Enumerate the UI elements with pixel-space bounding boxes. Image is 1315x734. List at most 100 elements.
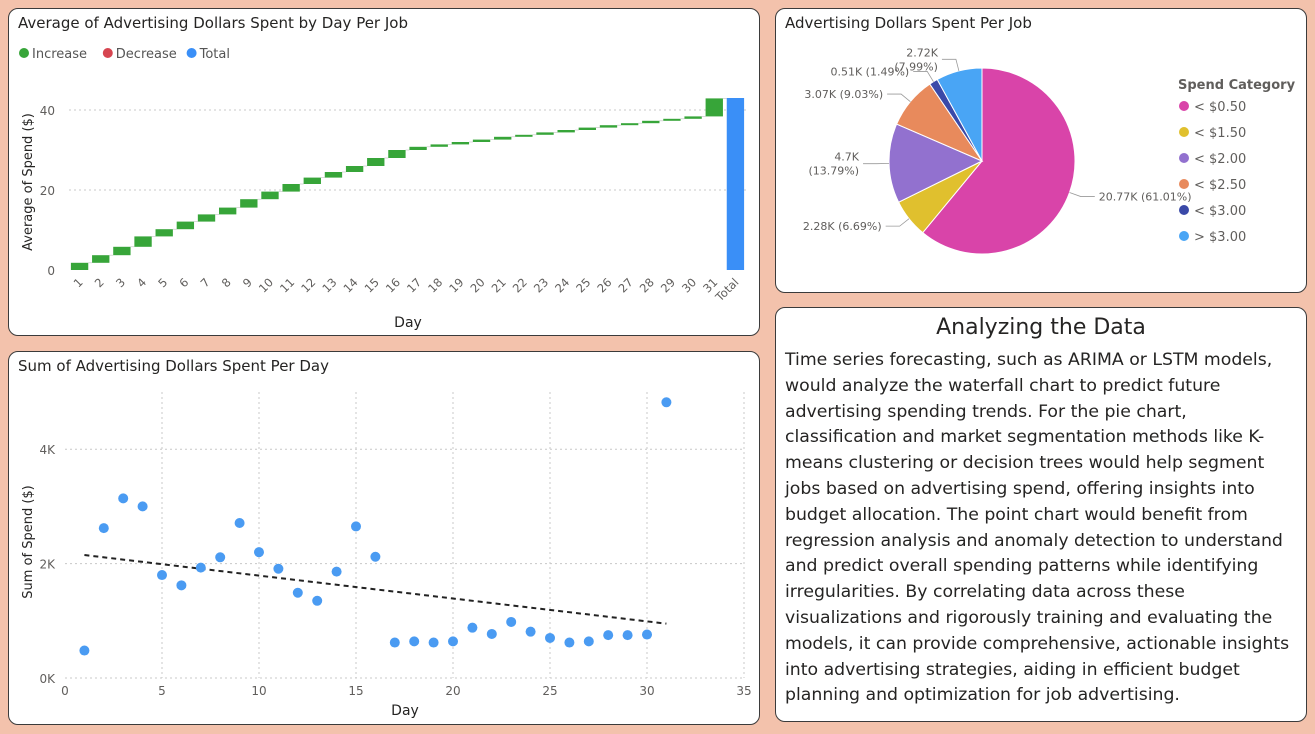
x-tick-label: 28 [637,275,657,295]
x-tick-label: 29 [658,275,678,295]
analysis-card: Analyzing the Data Time series forecasti… [775,307,1307,722]
scatter-point [98,523,109,534]
waterfall-bar [430,144,448,147]
waterfall-bar [642,120,660,124]
legend-marker-total [186,48,197,58]
scatter-point [603,630,614,641]
x-tick-label: 3 [113,275,128,290]
pie-leader-line [913,71,934,82]
pie-slice [888,123,984,203]
pie-chart: 20.77K (61.01%) 2.28K (6.69%) 4.7K(13.79%)… [803,46,1296,255]
pie-data-label: 2.72K [906,46,938,59]
pie-legend-marker [1179,179,1189,189]
scatter-point [448,636,458,647]
y-axis-title: Average of Spend ($) [21,113,36,251]
scatter-point [389,637,400,648]
waterfall-bar [218,207,237,215]
scatter-point [137,501,148,512]
scatter-point [157,570,167,581]
x-tick-label: 30 [679,275,699,295]
legend-label-total: Total [199,47,230,62]
x-axis-title: Day [391,703,419,719]
x-tick-label: 10 [256,275,276,295]
scatter-point [409,636,420,647]
scatter-point [564,637,575,648]
waterfall-bar [472,139,491,142]
analysis-heading: Analyzing the Data [936,315,1146,340]
scatter-point [118,493,129,504]
pie-legend-marker [1179,127,1189,137]
x-tick-label: 17 [404,275,424,295]
pie-leader-line [885,218,910,227]
x-tick-label: 4 [134,275,149,290]
scatter-point [79,645,90,656]
y-tick-label: 4K [39,443,56,457]
x-tick-label: 35 [736,684,751,698]
x-tick-label: 26 [594,275,614,295]
x-tick-label: 25 [542,684,557,698]
scatter-chart: 0 5 10 15 20 25 30 35 0K 2K 4K Sum of Spend ($) Day [21,392,752,719]
pie-data-label: 20.77K (61.01%) [1099,191,1192,204]
pie-legend-label: < $3.00 [1194,204,1246,219]
pie-legend-label: < $0.50 [1194,100,1246,115]
scatter-point [176,580,187,591]
waterfall-bar [134,236,152,247]
analysis-body: Time series forecasting, such as ARIMA o… [785,350,1290,706]
pie-data-label: 0.51K (1.49%) [830,65,909,78]
y-tick-label: 20 [40,184,55,198]
y-tick-label: 2K [39,558,56,572]
waterfall-bar [261,191,279,200]
waterfall-bar [113,246,131,256]
pie-legend-label: < $1.50 [1194,126,1246,141]
y-axis-title: Sum of Spend ($) [21,485,36,599]
pie-data-label: (7.99%) [894,60,938,73]
pie-legend-marker [1179,101,1189,111]
scatter-point [351,521,361,532]
waterfall-bar [705,98,723,117]
y-tick-label: 0K [39,672,56,686]
x-tick-label: 11 [277,275,297,295]
pie-legend-marker [1179,231,1189,241]
x-tick-label: 20 [445,684,460,698]
scatter-point [583,636,594,647]
pie-chart-card: Advertising Dollars Spent Per Job 20.77K… [775,8,1307,293]
scatter-point [215,552,226,563]
scatter-point [622,630,633,641]
scatter-point [467,622,478,633]
scatter-point [642,629,652,640]
legend-marker-decrease [102,48,113,58]
x-tick-label: 13 [319,275,339,295]
scatter-point [661,397,672,408]
pie-data-label: 4.7K [834,151,859,164]
y-tick-label: 40 [40,104,55,118]
waterfall-chart-title: Average of Advertising Dollars Spent by … [18,14,408,32]
legend-marker-increase [19,48,29,58]
waterfall-bar [515,134,533,137]
waterfall-chart: Increase Decrease Total 0 20 40 Average of Spe… [19,47,746,331]
pie-slice [922,67,1076,255]
scatter-chart-title: Sum of Advertising Dollars Spent Per Day [18,357,329,375]
scatter-point [292,587,303,598]
waterfall-bar [282,184,300,192]
x-tick-label: 23 [531,275,551,295]
waterfall-bar [240,199,258,208]
pie-legend-marker [1179,153,1189,163]
pie-data-label: 2.28K (6.69%) [803,220,882,233]
pie-legend-marker [1179,205,1189,215]
x-tick-label: 20 [467,275,487,295]
pie-data-label: (13.79%) [809,165,860,178]
waterfall-bar [663,118,681,121]
waterfall-bar [367,158,385,166]
waterfall-bar [536,132,554,135]
waterfall-bar [599,125,618,128]
x-tick-label: 25 [573,275,593,295]
waterfall-bar [303,177,321,184]
x-tick-label: 6 [176,275,191,290]
x-tick-label: 19 [446,275,466,295]
waterfall-bar [388,150,406,158]
x-tick-label: 15 [362,275,382,295]
x-tick-label: 7 [198,275,213,290]
pie-leader-line [1069,192,1095,197]
scatter-chart-card: Sum of Advertising Dollars Spent Per Day… [8,351,760,725]
waterfall-bar [70,262,89,270]
